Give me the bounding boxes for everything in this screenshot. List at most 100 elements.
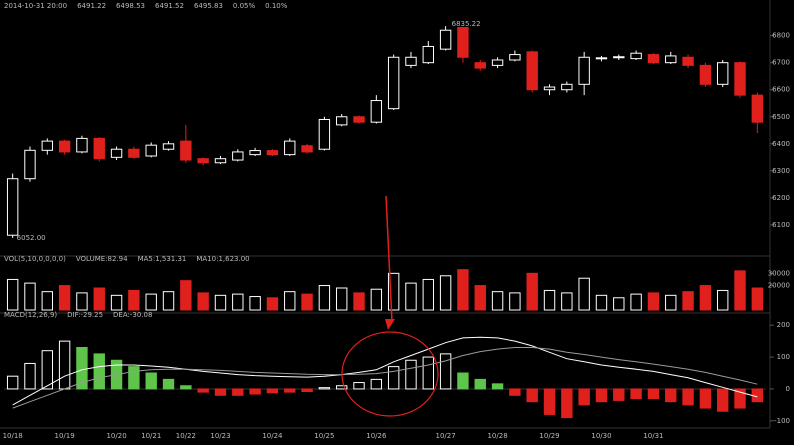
volume-bar [180,280,192,311]
y-tick-label: 6700 [772,59,790,67]
candle-body [630,52,642,60]
macd-bar [353,382,365,390]
x-tick-label: 10/31 [643,432,663,440]
x-tick-label: 10/23 [210,432,230,440]
header-text: MACD(12,26,9) [4,311,57,319]
candle-body [734,62,746,96]
volume-bar [249,296,261,311]
candle-body [58,140,71,153]
header-text: MA5:1,531.31 [138,255,187,263]
macd-bar [665,388,677,403]
candle-body [162,143,175,150]
volume-bar [76,292,88,311]
x-tick-label: 10/21 [141,432,161,440]
x-tick-label: 10/24 [262,432,283,440]
volume-bar [422,278,434,311]
candle-body [180,140,192,161]
candle-body [197,158,209,164]
volume-bar [353,292,365,311]
candle-body [232,151,244,161]
volume-bar [543,289,556,311]
arrow-head [385,319,395,330]
macd-bar [630,388,642,399]
volume-bar [266,297,279,311]
header-text: 6495.83 [194,2,223,10]
candle-body [214,158,227,164]
macd-bar [387,366,400,390]
header-text: 6498.53 [116,2,145,10]
macd-bar [284,388,296,393]
arrow [385,195,393,323]
macd-bar [76,347,88,390]
macd-bar [336,385,348,390]
y-tick-label: 6500 [772,113,790,121]
x-tick-label: 10/20 [106,432,126,440]
header-text: DIF:-29.25 [67,311,103,319]
volume-bar [301,293,313,311]
volume-bar [145,293,157,311]
y-tick-label: 200 [777,321,790,329]
candle-body [543,86,556,91]
candle-body [422,45,434,64]
candle-body [93,137,105,160]
macd-bar [162,378,175,390]
volume-bar [93,287,105,311]
volume-bar [24,282,36,311]
high-label: 6835.22 [452,20,481,28]
candle-body [370,100,383,123]
candle-body [647,54,660,64]
volume-bar [526,272,538,311]
x-tick-label: 10/25 [314,432,334,440]
candle-body [682,56,694,66]
candle-body [717,62,729,85]
macd-bar [301,388,313,392]
y-tick-label: 6800 [772,32,790,40]
header-text: 2014-10-31 20:00 [4,2,67,10]
volume-bar [665,294,677,311]
candle-body [301,145,313,153]
volume-bar [613,297,625,311]
macd-bar [717,388,729,412]
macd-bar [197,388,209,393]
candle-body [405,56,417,66]
macd-bar [578,388,590,406]
low-label: 6052.00 [17,234,46,242]
candle-body [41,140,53,151]
macd-bar [214,388,227,396]
y-tick-label: 6600 [772,86,790,94]
macd-bar [6,375,19,390]
macd-bar [439,353,452,390]
header-text: 6491.22 [77,2,106,10]
volume-bar [717,289,729,311]
y-tick-label: -100 [774,417,790,425]
highlight-circle [341,331,439,417]
x-tick-label: 10/22 [176,432,196,440]
macd-bar [595,388,608,403]
macd-bar [405,359,417,390]
volume-bar [370,288,383,311]
x-tick-label: 10/28 [487,432,507,440]
volume-bar [128,289,140,311]
candle-body [439,29,452,50]
y-tick-label: 6200 [772,194,790,202]
volume-bar [284,291,296,311]
volume-bar [41,291,53,311]
header-text: VOLUME:82.94 [76,255,128,263]
header-text: DEA:-30.08 [113,311,152,319]
macd-bar [526,388,538,403]
dif-line [12,336,758,406]
volume-bar [439,275,452,311]
macd-bar [145,372,157,390]
volume-bar [387,272,400,311]
volume-bar [734,270,746,311]
candle-body [76,137,88,153]
dea-line [12,347,758,409]
volume-bar [162,291,175,311]
candle-body [24,149,36,180]
candle-body [336,116,348,126]
volume-bar [595,294,608,311]
candle-body [561,83,573,91]
macd-bar [318,387,331,390]
y-tick-label: 100 [777,353,790,361]
volume-bar [578,277,590,311]
